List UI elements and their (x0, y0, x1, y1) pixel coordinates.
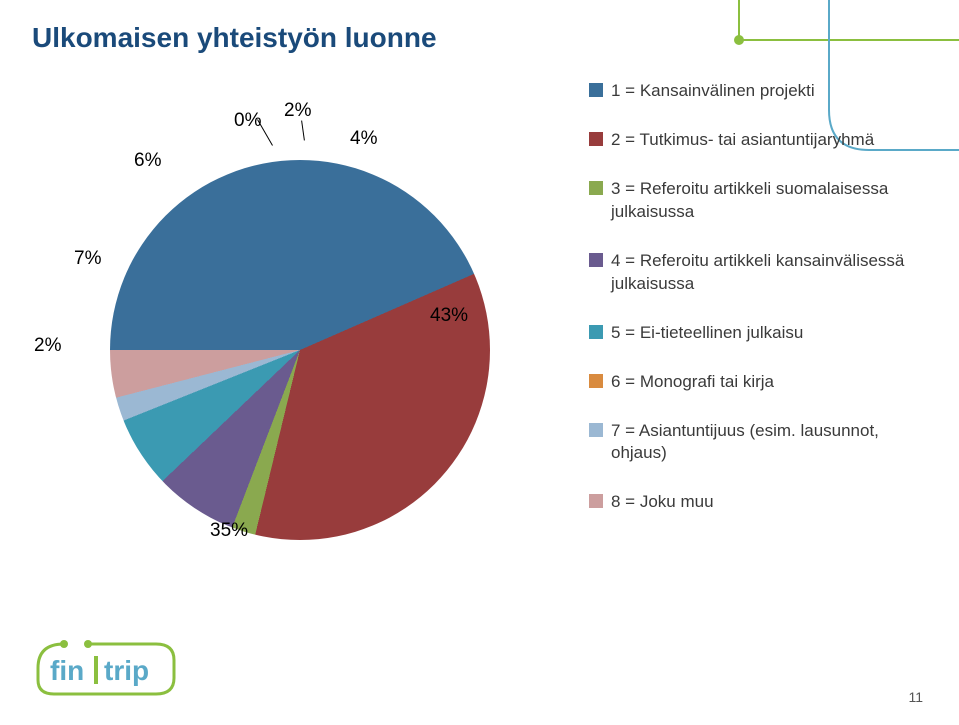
pct-label: 2% (34, 335, 61, 357)
legend-label: 1 = Kansainvälinen projekti (611, 80, 815, 103)
pct-label: 6% (134, 150, 161, 172)
legend-label: 7 = Asiantuntijuus (esim. lausunnot, ohj… (611, 420, 919, 466)
legend-item: 4 = Referoitu artikkeli kansainvälisessä… (589, 250, 919, 296)
legend-swatch (589, 181, 603, 195)
legend-label: 2 = Tutkimus- tai asiantuntijaryhmä (611, 129, 874, 152)
leader-line (257, 119, 273, 145)
legend-swatch (589, 132, 603, 146)
pct-label: 35% (210, 520, 248, 542)
legend-swatch (589, 423, 603, 437)
page-number: 11 (908, 689, 923, 705)
fintrip-logo: fin trip (28, 640, 178, 703)
leader-line (301, 121, 305, 141)
legend-label: 6 = Monografi tai kirja (611, 371, 774, 394)
legend-swatch (589, 253, 603, 267)
pie-chart (110, 160, 490, 540)
legend-swatch (589, 494, 603, 508)
legend-label: 5 = Ei-tieteellinen julkaisu (611, 322, 803, 345)
legend-label: 3 = Referoitu artikkeli suomalaisessa ju… (611, 178, 919, 224)
pct-label: 2% (284, 100, 311, 122)
legend-swatch (589, 374, 603, 388)
pct-label: 4% (350, 128, 377, 150)
legend-item: 5 = Ei-tieteellinen julkaisu (589, 322, 919, 345)
legend-item: 6 = Monografi tai kirja (589, 371, 919, 394)
legend-item: 3 = Referoitu artikkeli suomalaisessa ju… (589, 178, 919, 224)
legend-item: 1 = Kansainvälinen projekti (589, 80, 919, 103)
legend-item: 8 = Joku muu (589, 491, 919, 514)
pct-label: 7% (74, 248, 101, 270)
svg-text:fin: fin (50, 655, 84, 686)
legend-label: 8 = Joku muu (611, 491, 714, 514)
pct-label: 43% (430, 305, 468, 327)
legend-label: 4 = Referoitu artikkeli kansainvälisessä… (611, 250, 919, 296)
legend-swatch (589, 83, 603, 97)
legend: 1 = Kansainvälinen projekti 2 = Tutkimus-… (589, 80, 919, 540)
svg-text:trip: trip (104, 655, 149, 686)
legend-item: 7 = Asiantuntijuus (esim. lausunnot, ohj… (589, 420, 919, 466)
page-title: Ulkomaisen yhteistyön luonne (32, 22, 437, 54)
legend-item: 2 = Tutkimus- tai asiantuntijaryhmä (589, 129, 919, 152)
legend-swatch (589, 325, 603, 339)
